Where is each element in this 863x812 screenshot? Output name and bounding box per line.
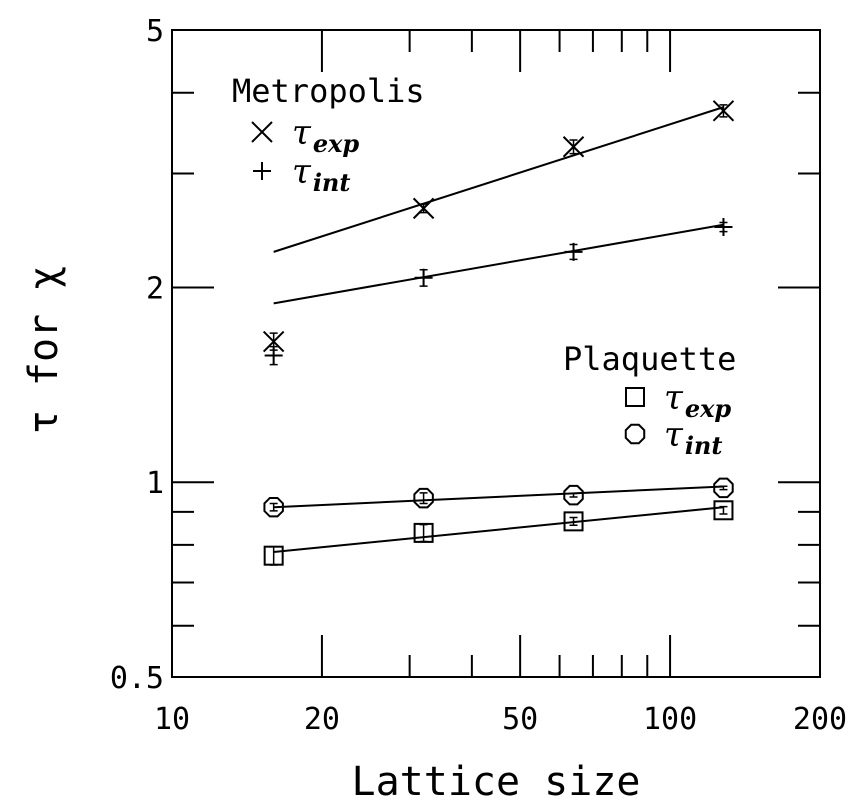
plaq_int-point <box>413 487 434 509</box>
y-tick-label: 5 <box>146 14 164 49</box>
met_exp-error-bar <box>569 139 578 155</box>
plot-frame <box>171 29 821 678</box>
plaq_int-error-bar <box>719 485 728 491</box>
met_int-error-bar <box>569 243 578 261</box>
legend-subscript: int <box>685 431 723 460</box>
x-tick-label: 20 <box>304 702 340 737</box>
tick-labels: 10 20 50 100 200 0.5 1 2 5 <box>110 14 847 737</box>
met_int-fit-line <box>273 223 724 305</box>
plaq_exp-error-bar <box>719 505 728 515</box>
y-tick-label: 2 <box>146 271 164 306</box>
met_exp-point <box>712 100 735 122</box>
met_exp-error-bar <box>719 104 728 118</box>
x-tick-label: 10 <box>154 702 190 737</box>
plaq_exp-point <box>563 511 584 532</box>
axis-ticks <box>172 30 820 677</box>
plaq_exp-error-bar <box>269 545 278 566</box>
legend-subscript: int <box>313 168 351 197</box>
plaq_exp-point <box>263 545 284 566</box>
plaq_exp-point <box>413 522 434 543</box>
met_int-point <box>264 345 283 366</box>
plaq_exp-fit-line <box>273 506 724 554</box>
met_int-point <box>714 218 733 237</box>
met_exp-fit-line <box>273 106 724 253</box>
plaq_int-fit-line <box>273 485 724 509</box>
legend-met_int-marker <box>253 162 271 180</box>
x-axis-title: Lattice size <box>352 759 641 805</box>
y-tick-label: 0.5 <box>110 661 164 696</box>
met_int-error-bar <box>419 269 428 287</box>
plaq_exp-error-bar <box>419 523 428 543</box>
plaq_exp-point <box>713 500 734 521</box>
y-tick-label: 1 <box>146 466 164 501</box>
legend-subscript: exp <box>685 394 732 423</box>
legend-subscript: exp <box>313 129 360 158</box>
met_int-point <box>564 242 583 261</box>
plaq_int-point <box>263 496 284 518</box>
legend-met_int-label: τint <box>292 152 350 197</box>
legend-title: Metropolis <box>232 72 425 110</box>
legend-met_exp-marker <box>251 121 273 143</box>
x-tick-label: 100 <box>643 702 697 737</box>
met_exp-point <box>562 136 585 158</box>
plaq_int-error-bar <box>569 492 578 498</box>
plaq_exp-error-bar <box>569 516 578 527</box>
plaq_int-point <box>563 484 584 506</box>
legend-title: Plaquette <box>563 340 736 378</box>
met_int-error-bar <box>269 345 278 366</box>
fit-lines <box>273 106 724 554</box>
met_int-point <box>414 268 433 287</box>
legend-plaq_exp-marker <box>625 387 645 407</box>
met_exp-point <box>412 197 435 220</box>
plot-border <box>171 29 821 678</box>
x-tick-label: 200 <box>793 702 847 737</box>
plaq_int-error-bar <box>269 502 278 512</box>
x-tick-label: 50 <box>502 702 538 737</box>
data-points <box>262 100 735 566</box>
met_exp-error-bar <box>419 203 428 214</box>
plaq_int-point <box>713 477 734 499</box>
legend-plaq_int-marker <box>624 423 646 445</box>
y-axis-title: τ for χ <box>21 266 67 435</box>
plaq_int-error-bar <box>419 492 428 505</box>
met_int-error-bar <box>719 221 728 233</box>
